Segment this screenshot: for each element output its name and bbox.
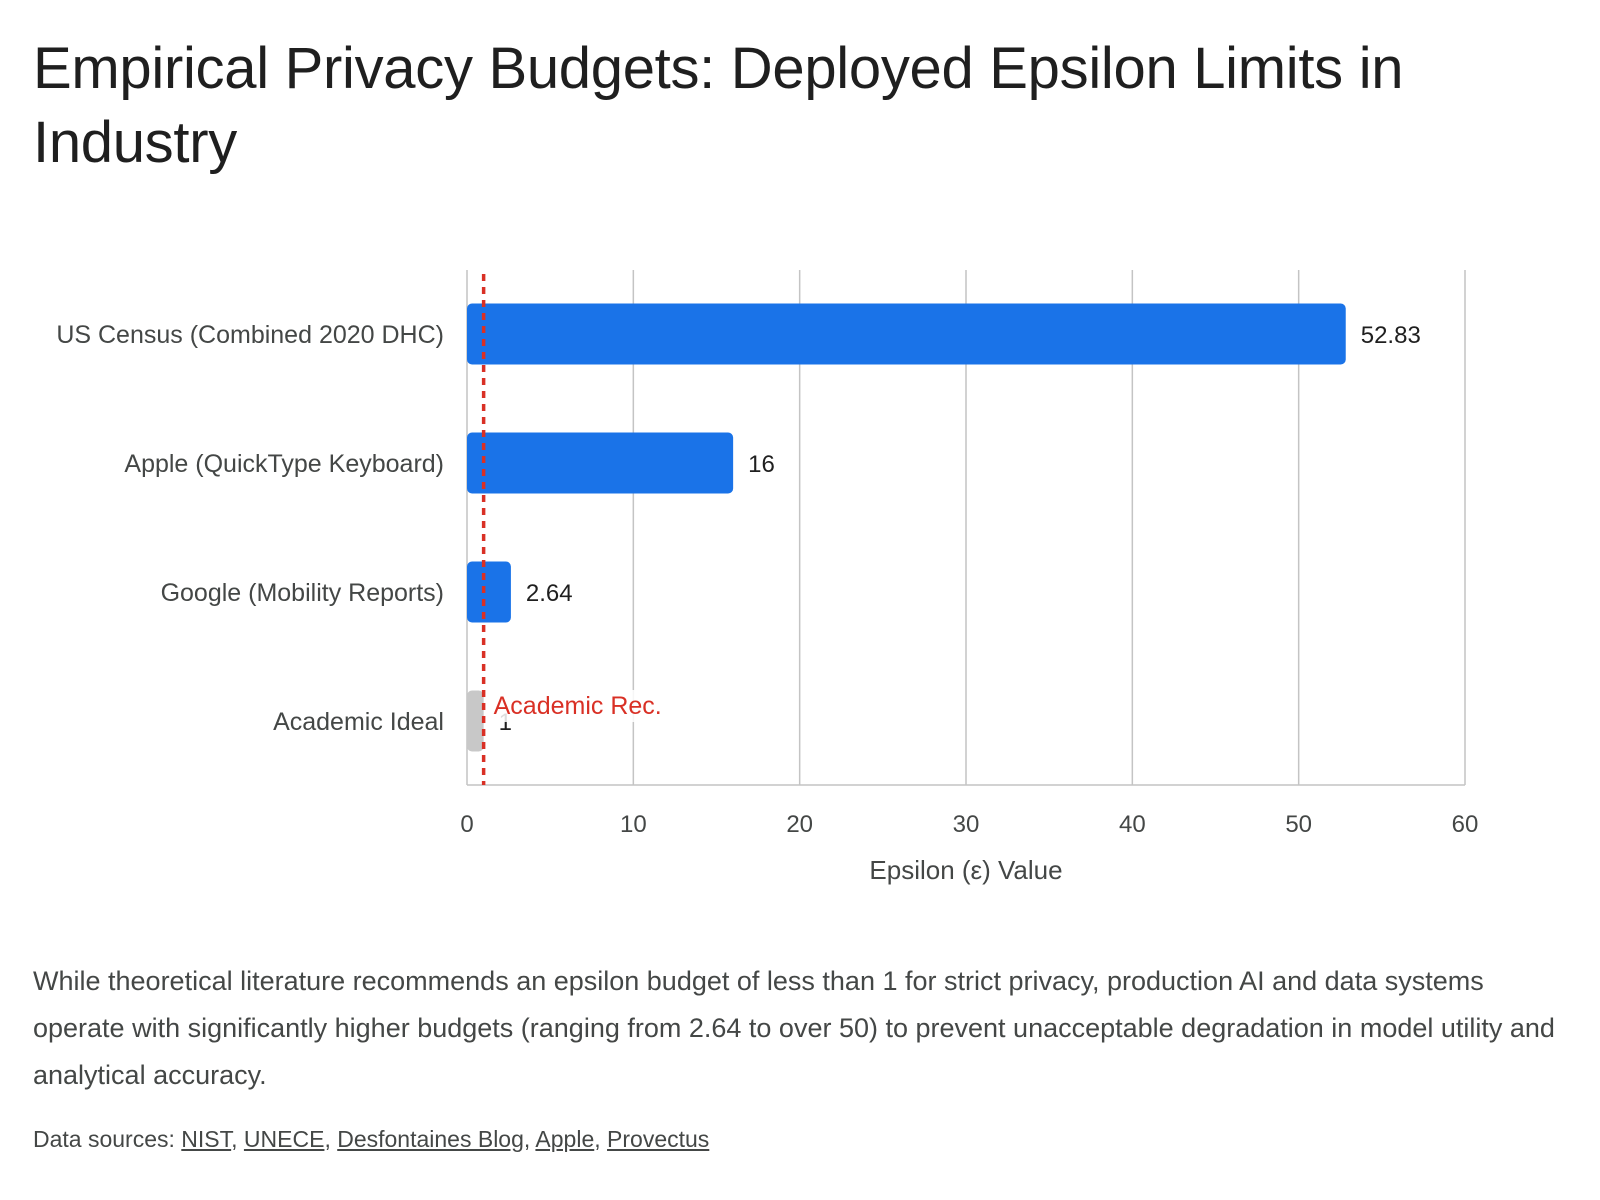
- x-tick-label-30: 30: [953, 811, 980, 838]
- reference-line-label: Academic Rec.: [494, 692, 662, 720]
- x-tick-label-10: 10: [620, 811, 647, 838]
- x-axis-title: Epsilon (ε) Value: [869, 855, 1062, 885]
- bar-chart: 0 10 20 30 40 50 60 Epsilon (ε) Value US Census …: [56, 270, 1479, 885]
- sources-prefix: Data sources:: [33, 1126, 182, 1152]
- category-label-3: Google (Mobility Reports): [161, 579, 444, 607]
- source-link-unece[interactable]: UNECE: [243, 1126, 325, 1152]
- x-tick-label-0: 0: [460, 811, 473, 838]
- value-label-3: 2.64: [526, 580, 573, 607]
- category-label-1: US Census (Combined 2020 DHC): [56, 321, 444, 349]
- chart-title: Empirical Privacy Budgets: Deployed Epsi…: [33, 36, 1404, 175]
- x-tick-label-40: 40: [1119, 811, 1146, 838]
- category-label-4: Academic Ideal: [273, 708, 444, 736]
- bar-3: [467, 561, 511, 623]
- bar-2: [467, 432, 734, 494]
- bar-4: [467, 690, 484, 752]
- source-link-provectus[interactable]: Provectus: [607, 1126, 710, 1152]
- value-label-1: 52.83: [1361, 322, 1421, 349]
- reference-label-background: [489, 690, 666, 722]
- bar-1: [467, 303, 1346, 365]
- source-link-nist[interactable]: NIST: [181, 1126, 232, 1152]
- category-label-2: Apple (QuickType Keyboard): [124, 450, 444, 478]
- chart-caption: While theoretical literature recommends …: [33, 966, 1555, 1090]
- x-tick-label-60: 60: [1452, 811, 1479, 838]
- x-tick-label-20: 20: [786, 811, 813, 838]
- data-sources: Data sources: NIST, UNECE, Desfontaines …: [33, 1126, 710, 1152]
- x-tick-label-50: 50: [1285, 811, 1312, 838]
- source-link-desfontaines-blog[interactable]: Desfontaines Blog: [337, 1126, 524, 1152]
- source-link-apple[interactable]: Apple: [535, 1126, 595, 1152]
- value-label-2: 16: [748, 451, 775, 478]
